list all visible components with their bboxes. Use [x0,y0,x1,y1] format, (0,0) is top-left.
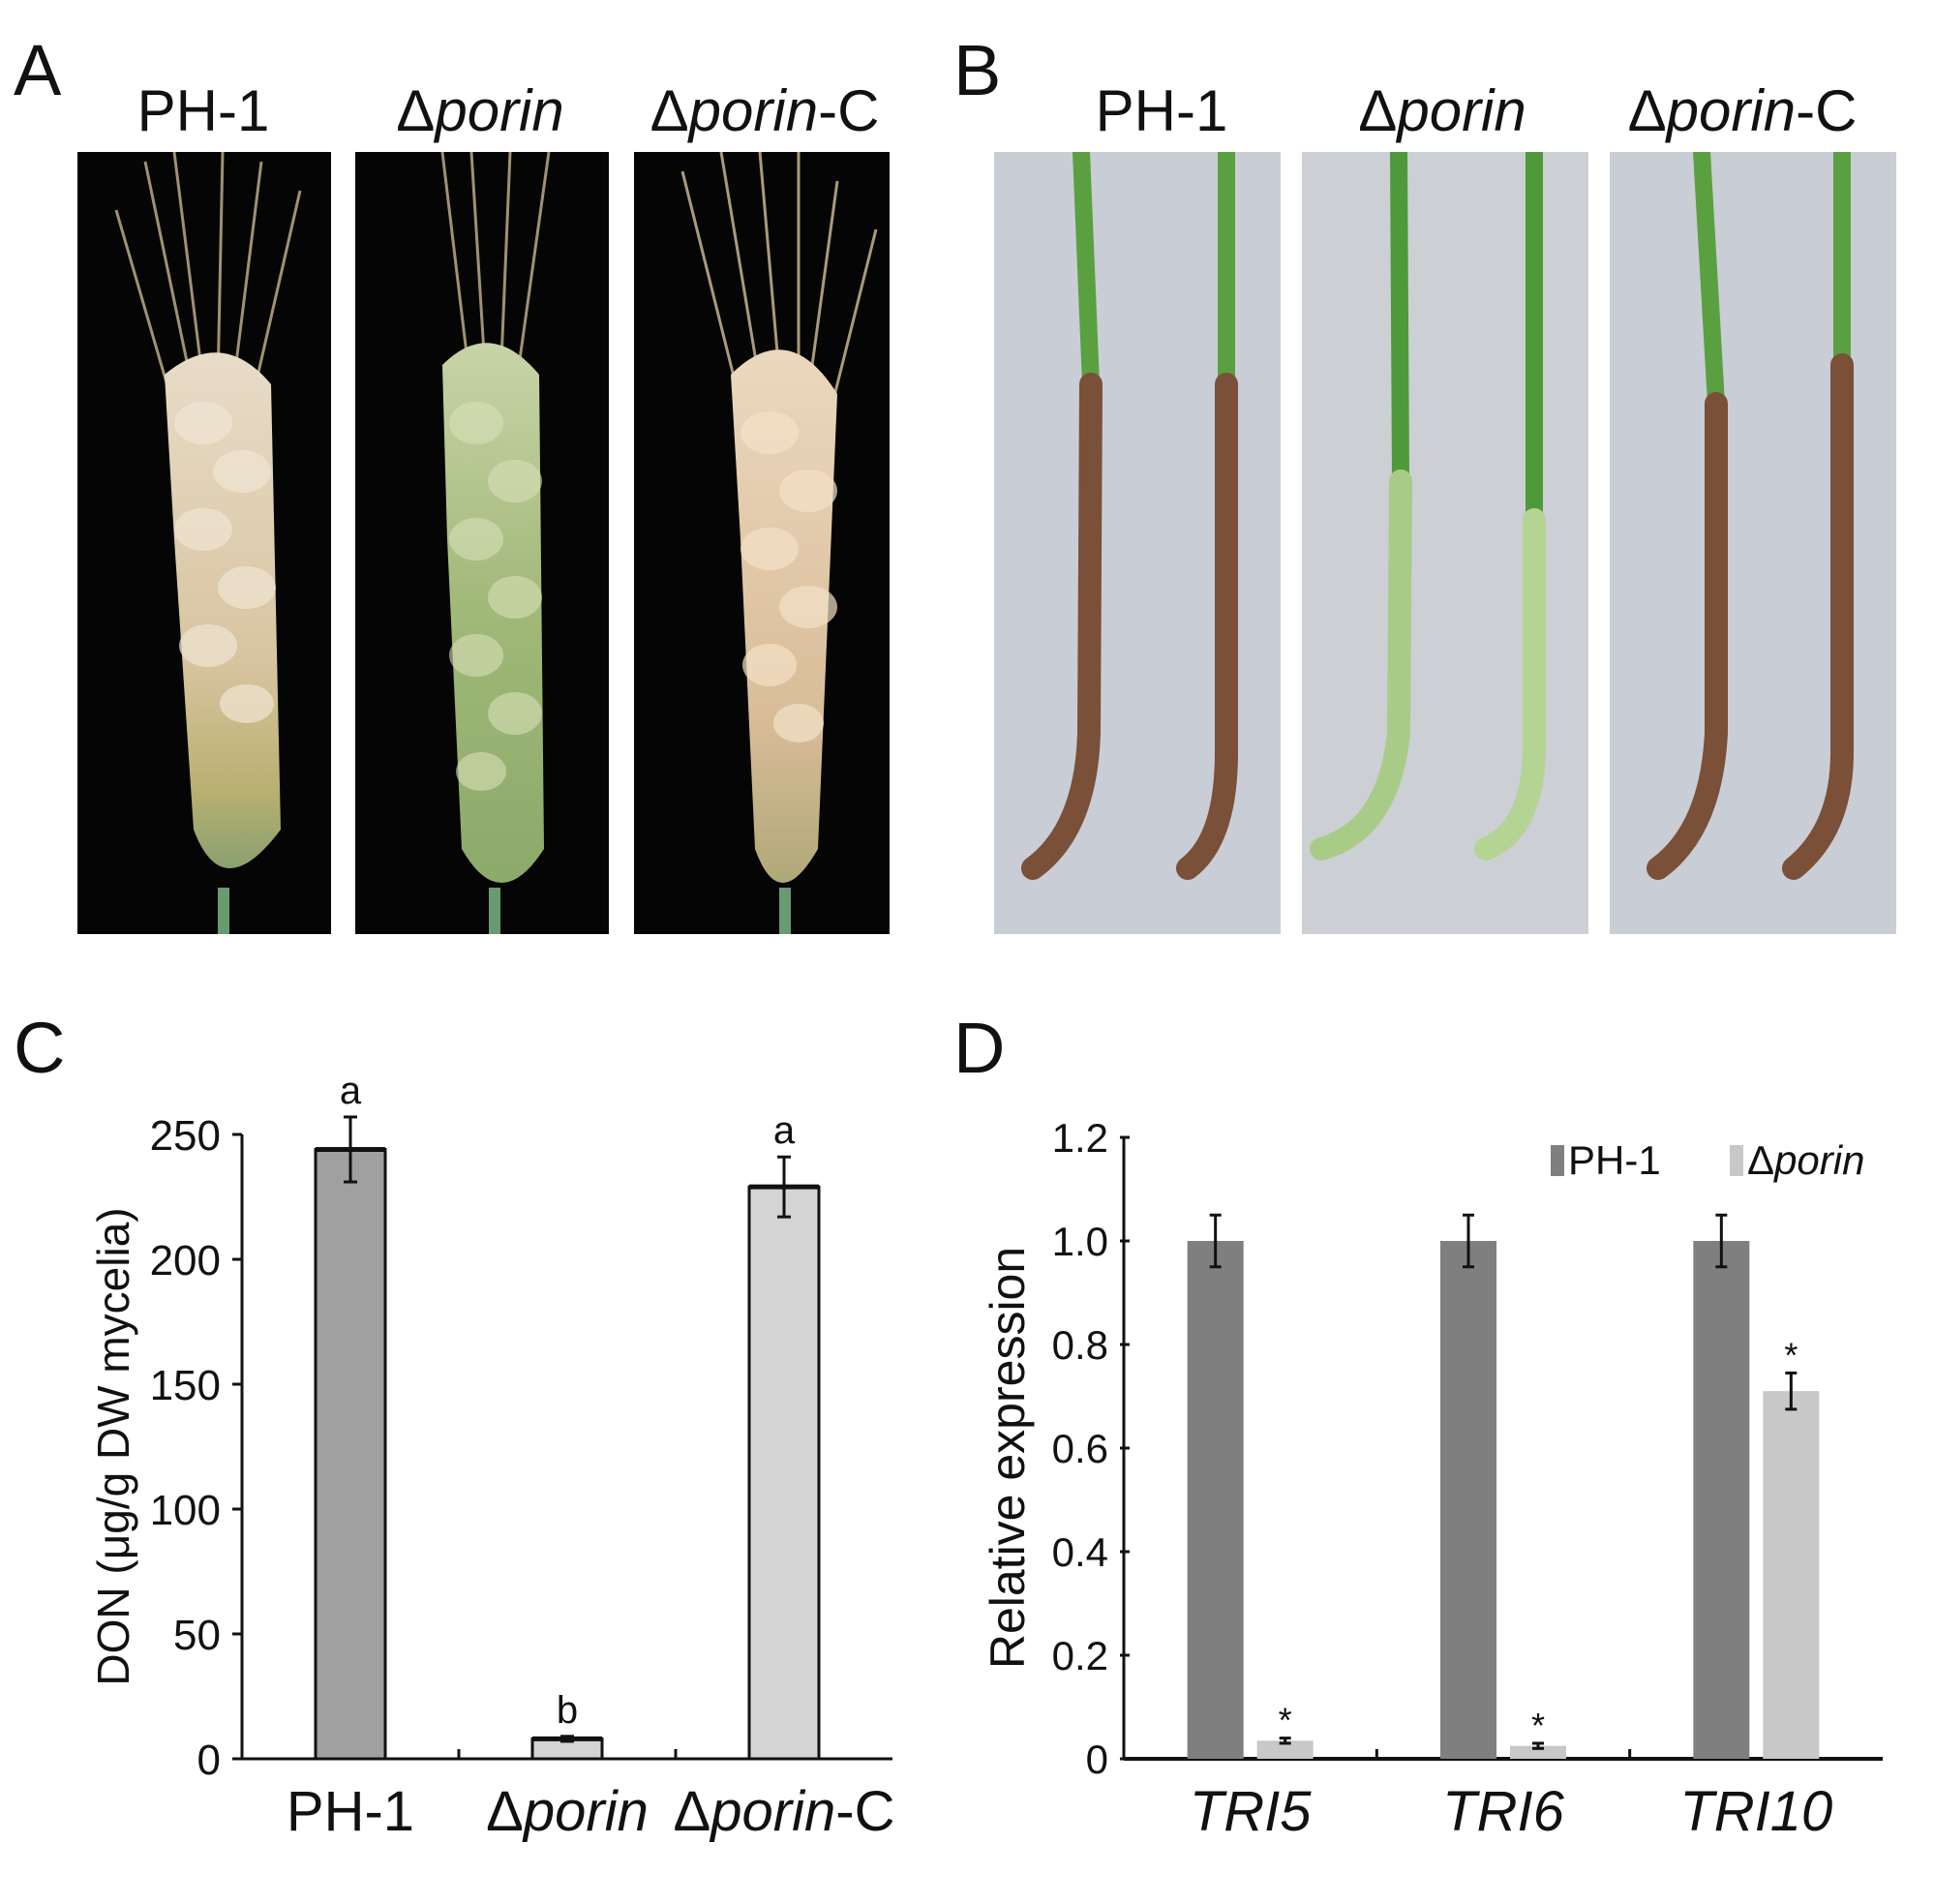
y-tick-label: 200 [150,1237,221,1284]
x-tick-label: Δporin-C [674,1780,895,1843]
legend-label-0: PH-1 [1568,1137,1661,1183]
y-tick-label: 0.8 [1052,1322,1108,1368]
bar-1-1 [1510,1745,1566,1759]
y-tick-label: 0 [1086,1737,1108,1782]
coleoptile-photo-porin-c [1610,152,1896,934]
coleoptile-photo-ph1 [994,152,1281,934]
y-tick-label: 100 [150,1487,221,1534]
panel-b-header-ph1: PH-1 [1095,78,1228,143]
panel-b-header-porin-c: Δporin-C [1627,78,1858,143]
legend-swatch-1 [1730,1145,1743,1176]
panel-c-letter: C [14,1008,66,1088]
y-tick-label: 0.4 [1052,1529,1108,1575]
x-tick-label: TRI10 [1679,1780,1832,1843]
y-tick-label: 250 [150,1112,221,1160]
wheat-head-photo-porin [355,152,609,934]
bar-1-2 [1763,1391,1820,1759]
y-tick-label: 150 [150,1362,221,1409]
x-tick-label: TRI5 [1190,1780,1312,1843]
significance-letter: b [557,1689,578,1732]
bar-0-1 [1440,1241,1496,1759]
significance-mark: * [1279,1701,1292,1740]
panel-a-header-porin: Δporin [396,78,564,143]
bar-0-2 [1693,1241,1750,1759]
significance-mark: * [1531,1706,1545,1745]
legend-swatch-0 [1551,1145,1564,1176]
panel-d-letter: D [953,1008,1006,1088]
bar-1-0 [1256,1740,1314,1759]
panel-a-letter: A [14,30,62,110]
significance-mark: * [1784,1335,1798,1375]
x-tick-label: PH-1 [287,1780,414,1843]
significance-letter: a [773,1109,796,1152]
x-tick-label: TRI6 [1442,1780,1564,1843]
y-tick-label: 0 [197,1737,221,1784]
x-tick-label: Δporin [486,1780,649,1843]
y-tick-label: 0.2 [1052,1633,1108,1678]
panel-a-header-ph1: PH-1 [136,78,270,143]
legend-label-1: Δporin [1747,1137,1864,1183]
y-axis-label: DON (μg/g DW mycelia) [88,1207,138,1685]
significance-letter: a [340,1070,362,1112]
wheat-head-photo-porin-c [634,152,890,934]
y-tick-label: 50 [173,1612,221,1659]
wheat-head-photo-ph1 [77,152,331,934]
bar-2 [747,1185,821,1761]
y-tick-label: 1.2 [1052,1115,1108,1161]
y-tick-label: 1.0 [1052,1219,1108,1264]
y-axis-label: Relative expression [981,1247,1035,1669]
relative-expression-bar-chart: 0 0.2 0.4 0.6 0.8 1.0 1.2 Relative expression * T… [981,1115,1883,1843]
bar-0 [314,1147,387,1761]
bar-0-0 [1187,1241,1244,1759]
panel-b-header-porin: Δporin [1358,78,1526,143]
panel-b-letter: B [953,30,1002,110]
coleoptile-photo-porin [1302,152,1588,934]
y-tick-label: 0.6 [1052,1426,1108,1471]
panel-a-header-porin-c: Δporin-C [650,78,880,143]
